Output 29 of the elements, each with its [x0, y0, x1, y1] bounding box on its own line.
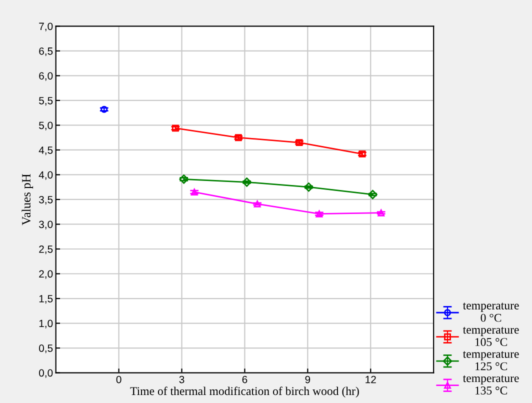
y-tick-label: 4,0: [38, 171, 53, 180]
y-axis-title: Values pH: [22, 174, 34, 226]
y-tick-label: 1,0: [39, 320, 53, 328]
y-tick-label: 6,5: [39, 47, 53, 56]
x-tick-label: 3: [179, 376, 184, 384]
point: [368, 190, 378, 200]
y-tick-label: 0,5: [39, 344, 53, 354]
x-tick-label: 9: [305, 376, 310, 384]
x-tick-label: 0: [116, 376, 122, 384]
x-axis-title: Time of thermal modification of birch wood (hr): [130, 386, 359, 398]
x-tick-label: 12: [366, 376, 376, 384]
x-tick-label: 6: [242, 376, 248, 384]
point: [254, 200, 261, 208]
point: [242, 178, 252, 187]
y-tick-label: 7,0: [39, 22, 53, 32]
y-tick-label: 4,5: [38, 146, 53, 156]
y-tick-label: 3,5: [39, 196, 53, 205]
point: [378, 209, 385, 216]
y-tick-label: 2,5: [39, 245, 53, 254]
y-tick-label: 0,0: [39, 369, 53, 378]
legend-label: temperature 135 °C: [462, 375, 519, 394]
y-tick-label: 5,0: [39, 122, 53, 130]
point: [304, 182, 314, 192]
y-tick-label: 5,5: [39, 97, 53, 106]
y-tick-label: 1,5: [39, 295, 53, 304]
y-tick-label: 3,0: [39, 220, 53, 230]
y-tick-label: 2,0: [39, 270, 53, 279]
y-tick-label: 6,0: [39, 72, 53, 81]
point: [179, 174, 188, 184]
